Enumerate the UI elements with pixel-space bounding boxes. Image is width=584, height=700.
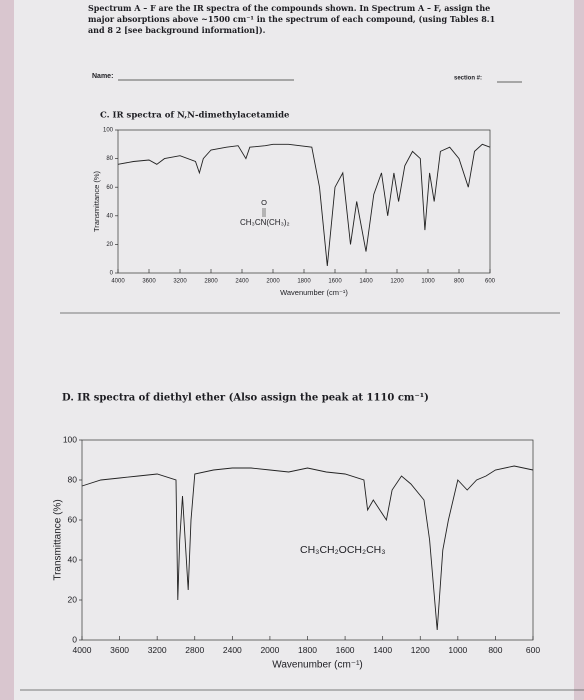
y-tick-label: 100: [103, 128, 114, 134]
y-tick-label: 80: [106, 156, 113, 162]
spectrum-line: [81, 465, 534, 631]
x-tick-label: 1000: [421, 279, 435, 285]
x-tick-label: 4000: [111, 279, 125, 285]
y-tick-label: 60: [106, 185, 113, 191]
x-axis-label: Wavenumber (cm⁻¹): [280, 288, 348, 297]
compound-formula: CH₃CN(CH₃)₂: [240, 218, 290, 227]
instructions-line: major absorptions above ~1500 cm⁻¹ in th…: [88, 14, 495, 24]
y-tick-label: 40: [106, 213, 113, 219]
y-axis-label: Transmittance (%): [53, 499, 64, 580]
x-tick-label: 3600: [110, 645, 129, 655]
x-tick-label: 1400: [373, 645, 392, 655]
chart-title: C. IR spectra of N,N-dimethylacetamide: [100, 111, 290, 121]
y-tick-label: 0: [72, 634, 77, 644]
x-tick-label: 1600: [336, 645, 355, 655]
y-axis-label: Transmittance (%): [92, 171, 101, 232]
x-tick-label: 2800: [204, 279, 218, 285]
plot-frame: [81, 439, 534, 641]
section-label: section #:: [454, 76, 482, 82]
x-tick-label: 1200: [411, 645, 430, 655]
annotation-atom: O: [261, 198, 267, 207]
x-tick-label: 600: [485, 279, 496, 285]
x-tick-label: 1600: [328, 279, 342, 285]
x-tick-label: 2000: [266, 279, 280, 285]
y-tick-label: 20: [68, 594, 78, 604]
x-tick-label: 3200: [173, 279, 187, 285]
x-tick-label: 4000: [73, 645, 92, 655]
y-tick-label: 60: [68, 514, 78, 524]
worksheet: [14, 0, 574, 700]
instructions-line: and 8 2 [see background information]).: [88, 25, 266, 35]
y-tick-label: 0: [110, 271, 114, 277]
y-tick-label: 100: [63, 434, 77, 444]
x-tick-label: 3200: [148, 645, 167, 655]
chart-title: D. IR spectra of diethyl ether (Also ass…: [62, 393, 429, 404]
y-tick-label: 80: [68, 474, 78, 484]
x-tick-label: 1200: [390, 279, 404, 285]
x-tick-label: 600: [526, 645, 540, 655]
instructions-line: Spectrum A – F are the IR spectra of the…: [88, 3, 490, 13]
x-tick-label: 2400: [223, 645, 242, 655]
spectrum-line: [117, 143, 491, 266]
x-tick-label: 1800: [297, 279, 311, 285]
name-label: Name:: [92, 73, 113, 80]
x-tick-label: 800: [454, 279, 465, 285]
y-tick-label: 40: [68, 554, 78, 564]
compound-formula: CH₃CH₂OCH₂CH₃: [300, 544, 386, 556]
x-tick-label: 1400: [359, 279, 373, 285]
x-tick-label: 2000: [260, 645, 279, 655]
x-tick-label: 3600: [142, 279, 156, 285]
x-tick-label: 2800: [185, 645, 204, 655]
x-axis-label: Wavenumber (cm⁻¹): [272, 660, 362, 671]
x-tick-label: 2400: [235, 279, 249, 285]
y-tick-label: 20: [106, 242, 113, 248]
x-tick-label: 1800: [298, 645, 317, 655]
x-tick-label: 800: [488, 645, 502, 655]
x-tick-label: 1000: [448, 645, 467, 655]
